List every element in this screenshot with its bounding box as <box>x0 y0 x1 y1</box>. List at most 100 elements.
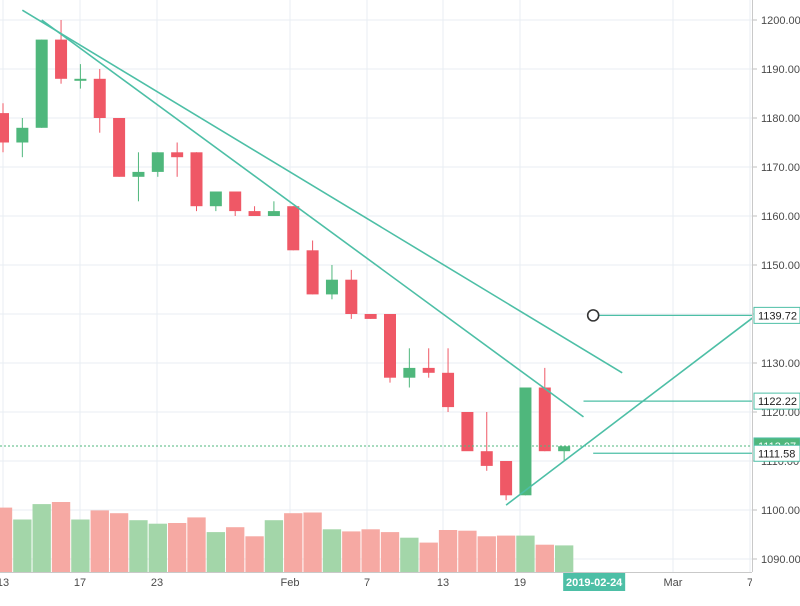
trendline[interactable] <box>505 298 778 506</box>
volume-bar <box>187 517 206 572</box>
candle[interactable] <box>384 314 396 383</box>
trendline[interactable] <box>41 19 584 418</box>
price-tick-label: 1090.00 <box>761 554 800 566</box>
candle-body <box>325 279 338 295</box>
candle-body <box>364 314 377 319</box>
price-candles <box>0 20 571 501</box>
time-tick-label: Feb <box>281 577 300 589</box>
candle-body <box>190 152 203 207</box>
volume-bar <box>342 531 361 572</box>
trendlines[interactable] <box>21 9 778 506</box>
candle[interactable] <box>267 201 280 216</box>
price-tick-label: 1150.00 <box>761 260 800 272</box>
volume-bars <box>0 502 574 572</box>
volume-bar <box>0 507 13 572</box>
volume-bar <box>516 535 535 572</box>
candle[interactable] <box>558 446 571 461</box>
candle-body <box>248 211 261 216</box>
volume-bar <box>206 532 226 572</box>
price-badge-label: 1111.58 <box>758 448 795 460</box>
candle[interactable] <box>35 39 48 128</box>
candle-body <box>0 113 9 143</box>
candle-body <box>287 206 300 251</box>
price-axis[interactable]: 1090.001100.001110.001120.001130.001140.… <box>752 0 800 572</box>
time-tick-label: 13 <box>0 577 9 589</box>
candle[interactable] <box>500 461 513 501</box>
candle[interactable] <box>248 206 261 216</box>
candle[interactable] <box>229 191 242 217</box>
price-badge <box>753 444 800 462</box>
candle[interactable] <box>55 20 68 84</box>
candle-body <box>461 412 474 452</box>
time-tick-label: 7 <box>747 577 752 589</box>
price-badge <box>753 392 800 410</box>
candle[interactable] <box>345 269 358 319</box>
candle[interactable] <box>74 64 87 89</box>
candle[interactable] <box>306 240 319 295</box>
candle[interactable] <box>190 152 203 212</box>
candle-body <box>55 39 68 79</box>
price-tick-label: 1170.00 <box>761 162 800 174</box>
candle-body <box>403 367 416 378</box>
candle-body <box>422 367 435 373</box>
candle[interactable] <box>461 412 474 452</box>
candle[interactable] <box>113 118 126 177</box>
candle-body <box>345 279 358 314</box>
candle-body <box>229 191 242 212</box>
time-tick-label: 23 <box>151 577 163 589</box>
candle[interactable] <box>132 152 145 202</box>
price-badge <box>753 306 800 324</box>
candle[interactable] <box>422 348 435 378</box>
candle[interactable] <box>0 103 9 153</box>
candle[interactable] <box>151 152 164 177</box>
candle[interactable] <box>16 118 29 158</box>
volume-bar <box>264 520 284 572</box>
drawing-handle[interactable] <box>586 309 600 322</box>
volume-bar <box>32 504 51 572</box>
candle[interactable] <box>171 142 184 177</box>
volume-bar <box>284 513 303 572</box>
candle-body <box>171 152 184 158</box>
price-badge-label: 1122.22 <box>758 396 797 408</box>
candle[interactable] <box>538 367 551 452</box>
price-tick-label: 1100.00 <box>761 505 800 517</box>
candle-body <box>538 387 551 452</box>
candle-body <box>113 118 126 177</box>
price-tick-label: 1190.00 <box>761 64 800 76</box>
volume-bar <box>51 502 71 572</box>
time-tick-label: Mar <box>664 577 683 589</box>
candle-body <box>306 250 319 295</box>
candle-body <box>132 171 145 177</box>
candle[interactable] <box>480 412 493 471</box>
candle-body <box>500 461 513 496</box>
volume-bar <box>148 523 167 572</box>
volume-bar <box>477 536 496 572</box>
price-tick-label: 1160.00 <box>761 211 800 223</box>
time-tick-label: 7 <box>364 577 370 589</box>
candle[interactable] <box>209 191 222 212</box>
candle[interactable] <box>519 387 532 496</box>
volume-bar <box>535 544 554 572</box>
candle[interactable] <box>364 314 377 319</box>
candle[interactable] <box>325 265 338 300</box>
volume-bar <box>129 520 148 572</box>
candle[interactable] <box>93 69 106 133</box>
volume-bar <box>245 536 264 572</box>
candle-body <box>74 78 87 81</box>
volume-bar <box>303 512 322 572</box>
volume-bar <box>109 513 129 572</box>
time-axis[interactable]: 13 17 23 Feb 7 13 19 Mar 7 2019-02-24 <box>0 572 753 601</box>
candle-body <box>384 314 396 378</box>
candle-body <box>151 152 164 172</box>
volume-bar <box>400 537 419 572</box>
grid-lines <box>0 0 752 572</box>
volume-bar <box>380 532 400 572</box>
trendline[interactable] <box>21 9 623 374</box>
candle[interactable] <box>287 206 300 251</box>
time-tick-label: 17 <box>74 577 86 589</box>
candle[interactable] <box>403 348 416 388</box>
date-badge <box>563 573 626 591</box>
candle[interactable] <box>442 348 455 412</box>
volume-bar <box>458 530 477 572</box>
